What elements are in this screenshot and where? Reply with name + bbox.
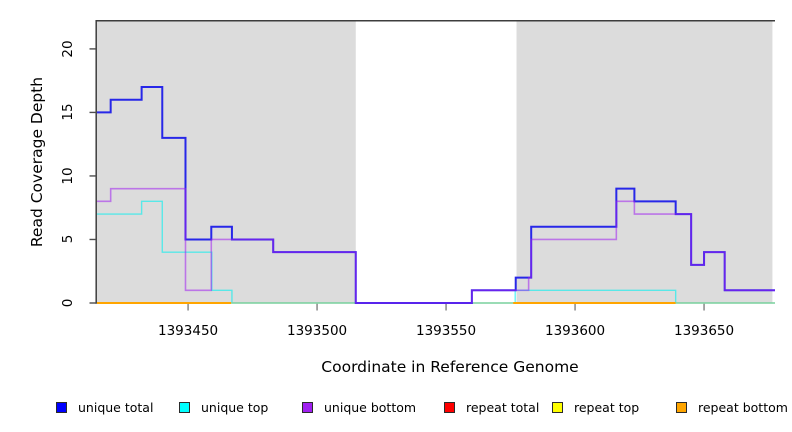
legend-item-repeat-bottom: repeat bottom xyxy=(676,399,788,416)
legend-swatch xyxy=(552,402,563,413)
legend-item-unique-total: unique total xyxy=(56,399,153,416)
x-tick-label: 1393550 xyxy=(415,323,477,339)
legend-swatch xyxy=(302,402,313,413)
legend-label: unique bottom xyxy=(324,400,417,415)
legend-swatch xyxy=(444,402,455,413)
x-tick-label: 1393600 xyxy=(544,323,606,339)
legend-item-repeat-top: repeat top xyxy=(552,399,639,416)
legend-label: repeat top xyxy=(574,400,640,415)
y-tick-label: 5 xyxy=(60,235,76,244)
x-tick-label: 1393450 xyxy=(158,323,219,339)
x-axis-title: Coordinate in Reference Genome xyxy=(321,358,579,376)
y-tick-label: 10 xyxy=(60,167,76,185)
y-tick-label: 15 xyxy=(60,103,76,122)
legend-item-unique-top: unique top xyxy=(179,399,268,416)
legend-label: repeat total xyxy=(466,400,540,415)
y-tick-label: 0 xyxy=(60,298,76,308)
legend-swatch xyxy=(179,402,190,413)
legend-swatch xyxy=(56,402,67,413)
legend-label: unique total xyxy=(78,400,154,415)
legend-item-repeat-total: repeat total xyxy=(444,399,539,416)
y-axis-title: Read Coverage Depth xyxy=(28,76,46,248)
x-tick-label: 1393650 xyxy=(673,323,735,339)
y-tick-label: 20 xyxy=(60,40,76,58)
legend-item-unique-bottom: unique bottom xyxy=(302,399,416,416)
legend-swatch xyxy=(676,402,687,413)
legend-label: repeat bottom xyxy=(698,400,788,415)
legend-label: unique top xyxy=(201,400,269,415)
x-tick-label: 1393500 xyxy=(287,323,348,339)
